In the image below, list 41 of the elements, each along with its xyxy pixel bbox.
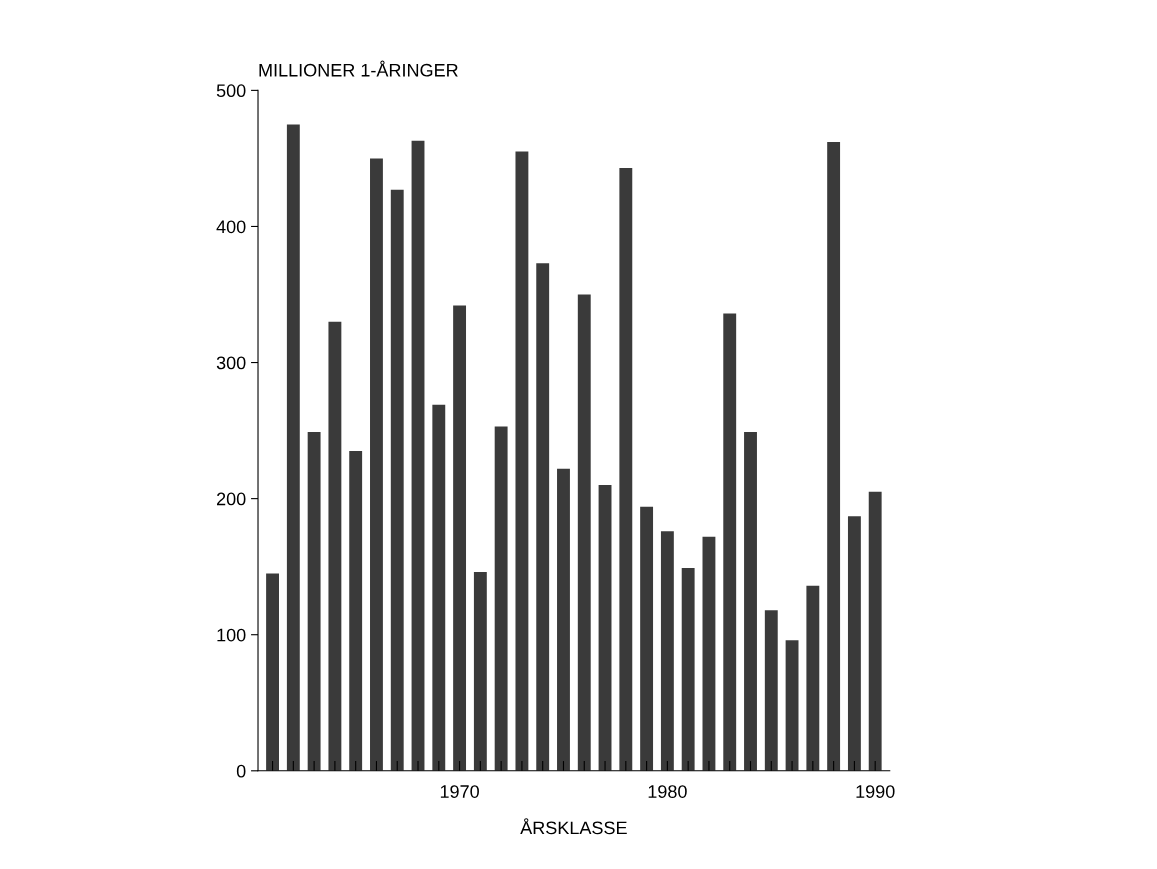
bar — [723, 313, 737, 771]
bar — [598, 485, 612, 771]
bar — [432, 404, 446, 771]
bar — [453, 305, 467, 771]
y-tick-label: 300 — [216, 356, 246, 370]
bar — [640, 506, 654, 771]
bar — [494, 426, 508, 771]
y-tick-label: 200 — [216, 492, 246, 506]
y-tick-label: 100 — [217, 628, 246, 642]
bar — [619, 167, 633, 771]
bar — [827, 142, 841, 771]
bar — [370, 158, 383, 771]
y-tick-label: 400 — [216, 220, 246, 234]
bar — [349, 451, 363, 771]
bar — [744, 431, 757, 771]
bar — [286, 124, 300, 771]
bar — [307, 431, 321, 771]
y-tick-label: 500 — [216, 84, 246, 98]
bar — [764, 610, 778, 771]
bar — [266, 573, 279, 771]
bar — [577, 294, 591, 771]
bar — [847, 516, 861, 771]
bar — [515, 151, 529, 771]
x-tick-label: 1970 — [440, 785, 479, 798]
bar — [681, 568, 695, 771]
bar — [868, 491, 882, 771]
bar — [328, 321, 342, 771]
bar — [536, 263, 550, 771]
bar — [390, 189, 404, 771]
bar — [785, 640, 799, 771]
bar — [806, 585, 820, 771]
bar — [702, 536, 716, 771]
bar — [557, 468, 570, 771]
bar — [411, 140, 425, 771]
bar — [473, 572, 487, 771]
x-tick-label: 1980 — [648, 785, 687, 798]
y-tick-label: 0 — [236, 764, 246, 778]
x-axis-title: ÅRSKLASSE — [520, 818, 627, 835]
y-axis-title: MILLIONER 1-ÅRINGER — [259, 60, 458, 77]
x-tick-label: 1990 — [856, 785, 895, 798]
bar — [660, 531, 674, 771]
